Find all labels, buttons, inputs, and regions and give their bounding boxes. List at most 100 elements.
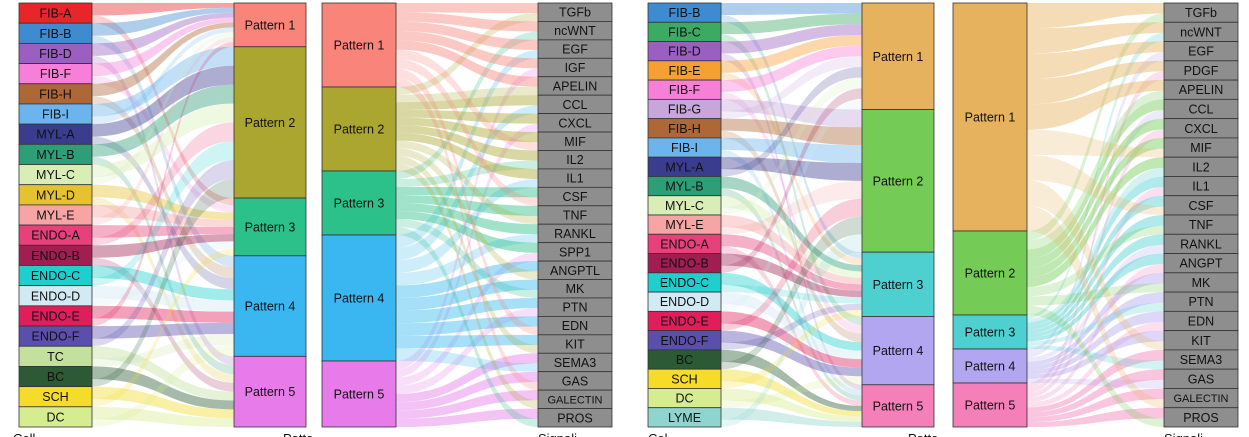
pattern-node-incoming-box [952, 314, 1028, 350]
pattern-node-incoming-label: Pattern 4 [965, 360, 1016, 374]
pattern-node-outgoing-label: Pattern 4 [873, 344, 924, 358]
flow-band [92, 160, 234, 347]
pattern-node-outgoing-label: Pattern 1 [873, 50, 924, 64]
signal-node-18: SEMA3 [1163, 349, 1239, 370]
flow-band [1027, 22, 1164, 54]
cell-node-label: MYL-B [36, 148, 74, 162]
cell-node-label: ENDO-E [660, 315, 709, 329]
flow-band [721, 292, 862, 360]
signal-node-label: IGF [565, 61, 586, 75]
flow-band [92, 366, 234, 410]
signal-node-15: MK [537, 279, 613, 299]
flow-band [92, 12, 234, 56]
pattern-node-incoming-box [321, 2, 397, 88]
flow-band [92, 27, 234, 125]
signal-node-label: TGFb [1185, 6, 1217, 20]
flow-band [92, 386, 234, 419]
cell-node-label: FIB-H [668, 122, 701, 136]
flow-band [92, 204, 234, 227]
pattern-node-outgoing-box [861, 2, 935, 110]
flow-band [721, 72, 862, 266]
flow-band [721, 330, 862, 377]
cell-node-0: FIB-B [647, 2, 722, 23]
flow-band [396, 123, 538, 378]
cell-node-18: BC [18, 366, 93, 388]
pattern-node-incoming-label: Pattern 3 [334, 197, 385, 211]
cell-node-5: FIB-I [18, 103, 93, 125]
cell-node-label: LYME [668, 411, 701, 425]
pattern-node-outgoing-label: Pattern 5 [245, 385, 296, 399]
flow-band [92, 76, 234, 213]
pattern-node-outgoing-3: Pattern 4 [233, 255, 307, 357]
flow-band [396, 308, 538, 394]
cell-node-4: FIB-H [18, 83, 93, 105]
flow-band [396, 105, 538, 261]
flow-band [92, 406, 234, 427]
pattern-node-incoming-3: Pattern 4 [321, 234, 397, 362]
cell-node-label: SCH [42, 390, 68, 404]
pattern-node-incoming-box [321, 170, 397, 236]
signal-node-label: APELIN [1179, 83, 1223, 97]
pattern-node-outgoing-label: Pattern 1 [245, 18, 296, 32]
pattern-node-outgoing-label: Pattern 2 [245, 116, 296, 130]
pattern-node-incoming-2: Pattern 3 [952, 314, 1028, 350]
cell-node-label: MYL-B [665, 180, 703, 194]
cell-node-9: MYL-D [18, 184, 93, 206]
signal-node-label: IL1 [566, 172, 583, 186]
cell-node-3: FIB-F [18, 63, 93, 85]
flow-band [1027, 349, 1164, 413]
cell-node-label: MYL-C [665, 199, 704, 213]
pattern-node-incoming-1: Pattern 2 [952, 230, 1028, 316]
flow-band [1027, 71, 1164, 388]
cell-node-19: SCH [647, 368, 722, 389]
flow-band [92, 136, 234, 290]
signal-node-19: GAS [1163, 368, 1239, 389]
cell-node-label: ENDO-D [660, 295, 709, 309]
signal-node-label: SEMA3 [554, 356, 596, 370]
cell-node-12: ENDO-B [18, 244, 93, 266]
flow-band [721, 13, 862, 35]
pattern-node-outgoing-box [233, 197, 307, 257]
signal-node-11: TNF [537, 205, 613, 225]
signal-node-6: CXCL [1163, 118, 1239, 139]
flow-band [92, 197, 234, 383]
footer-fragment: Signali [1164, 431, 1203, 437]
signal-node-5: CCL [537, 94, 613, 115]
footer-fragment: Signali [538, 431, 577, 437]
flow-band [396, 140, 538, 225]
flow-band [92, 41, 234, 327]
flow-band [721, 216, 862, 370]
cell-node-label: ENDO-C [660, 276, 709, 290]
footer-fragment: Patte [283, 431, 313, 437]
signal-node-label: RANKL [554, 227, 596, 241]
flow-band [721, 180, 862, 235]
cell-node-7: MYL-B [18, 143, 93, 165]
signal-node-label: KIT [565, 338, 585, 352]
flow-band [1027, 118, 1164, 269]
flow-band [396, 95, 538, 110]
flow-band [1027, 167, 1164, 323]
cell-node-1: FIB-B [18, 22, 93, 44]
pattern-node-outgoing-3: Pattern 4 [861, 316, 935, 386]
cell-node-4: FIB-F [647, 79, 722, 100]
signal-node-label: MK [1192, 276, 1211, 290]
flow-band [396, 219, 538, 298]
flow-band [92, 35, 234, 267]
cell-node-12: ENDO-A [647, 233, 722, 254]
cell-node-label: ENDO-A [660, 237, 709, 251]
signal-node-16: PTN [537, 297, 613, 317]
cell-node-label: ENDO-A [31, 229, 80, 243]
flow-band [396, 316, 538, 336]
flow-band [1027, 60, 1164, 105]
flow-band [396, 68, 538, 370]
pattern-node-incoming-label: Pattern 1 [334, 39, 385, 53]
flow-band [1027, 137, 1164, 278]
pattern-node-outgoing-label: Pattern 2 [873, 174, 924, 188]
signal-node-13: ANGPT [1163, 253, 1239, 274]
cell-node-label: FIB-B [669, 6, 701, 20]
signal-node-label: TNF [1189, 218, 1214, 232]
pattern-node-incoming-box [321, 86, 397, 172]
signal-node-1: ncWNT [1163, 21, 1239, 42]
flow-band [1027, 129, 1164, 158]
flow-band [1027, 292, 1164, 371]
